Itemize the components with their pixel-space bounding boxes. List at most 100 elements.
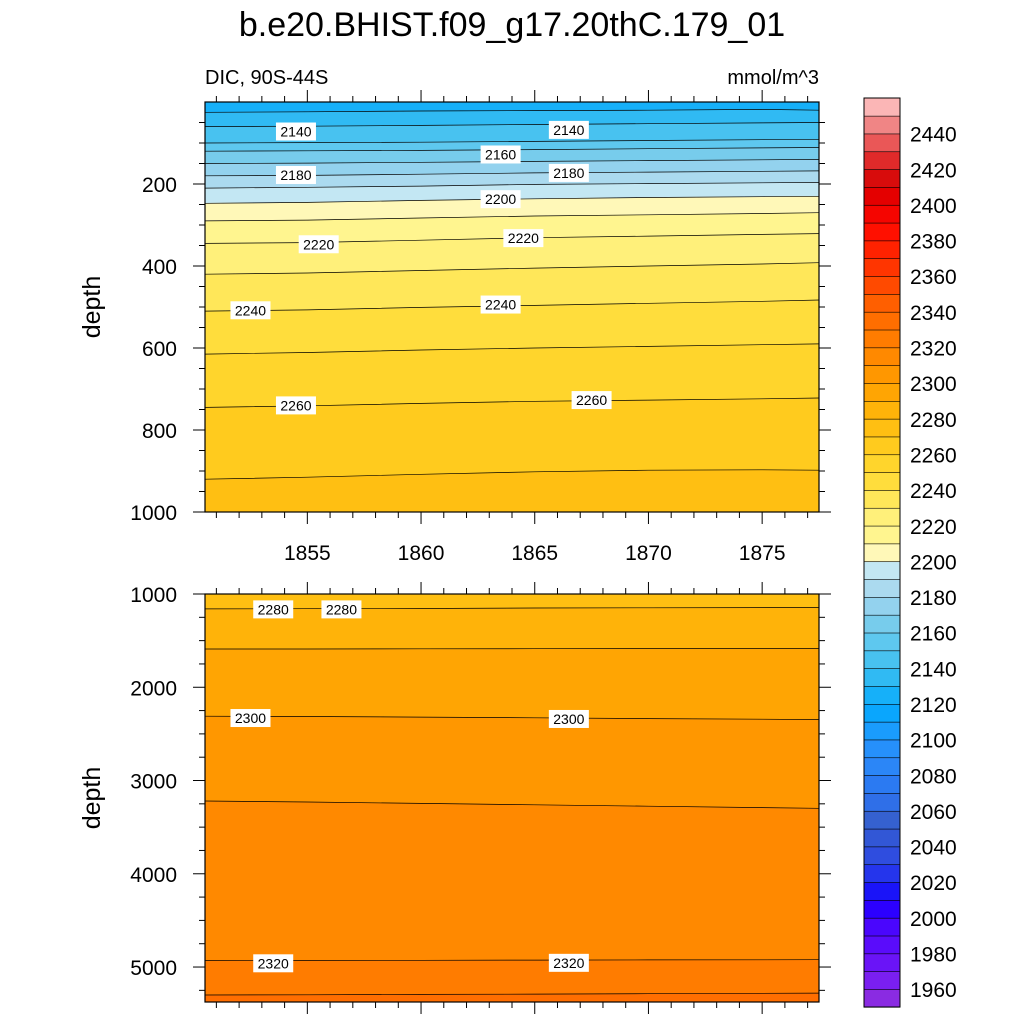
contour-label: 2180 <box>548 163 589 182</box>
colorbar-swatch <box>863 810 901 830</box>
contour-band <box>205 959 819 996</box>
colorbar-tick-label: 2360 <box>910 266 957 289</box>
contour-label: 2220 <box>503 229 544 248</box>
colorbar-swatch <box>863 418 901 438</box>
y-axis-label: depth <box>78 276 106 339</box>
colorbar-tick-label: 2120 <box>910 694 957 717</box>
colorbar-swatch <box>863 489 901 509</box>
svg-text:2160: 2160 <box>485 146 516 162</box>
upper-panel: 2140 2140 2160 2180 2180 2200 2220 2220 2240 2240… <box>78 90 831 565</box>
colorbar-tick-label: 1960 <box>910 979 957 1002</box>
colorbar-swatch <box>863 614 901 634</box>
colorbar-swatch <box>863 864 901 883</box>
contour-label: 2160 <box>480 145 521 164</box>
colorbar-tick-label: 2100 <box>910 730 957 753</box>
colorbar-tick-label: 2260 <box>910 444 957 467</box>
colorbar-swatch <box>863 400 901 420</box>
colorbar-tick-label: 2400 <box>910 195 957 218</box>
colorbar-swatch <box>863 204 901 224</box>
colorbar-swatch <box>863 311 901 331</box>
colorbar-swatch <box>863 454 901 473</box>
svg-text:2260: 2260 <box>576 392 607 408</box>
chart-title: b.e20.BHIST.f09_g17.20thC.179_01 <box>239 6 785 44</box>
colorbar-tick-label: 1980 <box>910 944 957 967</box>
colorbar-swatch <box>863 471 901 491</box>
colorbar-tick-label: 2300 <box>910 373 957 396</box>
y-tick-label: 800 <box>142 420 177 443</box>
colorbar-swatch <box>863 721 901 741</box>
colorbar-tick-label: 2140 <box>910 658 957 681</box>
colorbar-swatch <box>863 133 901 153</box>
contour-line <box>205 959 819 961</box>
colorbar-tick-label: 2220 <box>910 516 957 539</box>
colorbar-swatch <box>863 329 901 349</box>
colorbar-swatch <box>863 222 901 242</box>
colorbar-swatch <box>863 935 901 955</box>
colorbar-swatch <box>863 97 901 117</box>
contour-band <box>205 800 819 961</box>
colorbar-swatch <box>863 739 901 759</box>
contour-label: 2140 <box>548 120 589 139</box>
colorbar-swatch <box>863 347 901 366</box>
contour-band <box>205 715 819 809</box>
x-tick-label: 1870 <box>625 542 672 565</box>
colorbar-swatch <box>863 436 901 456</box>
colorbar-tick-label: 2280 <box>910 409 957 432</box>
contour-label: 2280 <box>321 600 362 619</box>
contour-line <box>205 109 819 113</box>
colorbar-swatch <box>863 115 901 135</box>
svg-text:2240: 2240 <box>485 297 516 313</box>
colorbar-tick-label: 2320 <box>910 338 957 361</box>
y-tick-label: 4000 <box>130 864 177 887</box>
colorbar-tick-label: 2040 <box>910 837 957 860</box>
contour-label: 2220 <box>298 235 339 254</box>
colorbar-tick-label: 2240 <box>910 480 957 503</box>
contour-line <box>205 800 819 809</box>
colorbar-tick-label: 2340 <box>910 302 957 325</box>
svg-text:2280: 2280 <box>326 601 357 617</box>
colorbar-swatch <box>863 899 901 919</box>
contour-label: 2320 <box>253 954 294 973</box>
contour-line <box>205 159 819 164</box>
svg-text:2320: 2320 <box>553 955 584 971</box>
colorbar-swatch <box>863 632 901 652</box>
colorbar-tick-label: 2200 <box>910 551 957 574</box>
contour-label: 2260 <box>571 391 612 410</box>
contour-line <box>205 182 819 189</box>
svg-text:2140: 2140 <box>280 124 311 140</box>
colorbar-swatch <box>863 382 901 402</box>
colorbar-tick-label: 2420 <box>910 159 957 182</box>
contour-line <box>205 138 819 144</box>
svg-text:2220: 2220 <box>508 230 539 246</box>
colorbar-swatch <box>863 703 901 723</box>
y-axis-label: depth <box>78 767 106 830</box>
colorbar-swatch <box>863 846 901 866</box>
x-tick-label: 1865 <box>511 542 558 565</box>
colorbar-swatch <box>863 258 901 277</box>
contour-label: 2140 <box>275 122 316 141</box>
colorbar-tick-label: 2380 <box>910 231 957 254</box>
contour-label: 2300 <box>548 709 589 728</box>
contour-line <box>205 147 819 152</box>
svg-text:2300: 2300 <box>235 710 266 726</box>
colorbar-swatch <box>863 275 901 295</box>
contour-label: 2260 <box>275 396 316 415</box>
colorbar-swatch <box>863 917 901 937</box>
colorbar-swatch <box>863 168 901 188</box>
contour-line <box>205 607 819 610</box>
contour-label: 2300 <box>230 709 271 728</box>
y-tick-label: 2000 <box>130 677 177 700</box>
contour-line <box>205 992 819 996</box>
svg-text:2180: 2180 <box>280 167 311 183</box>
colorbar-swatch <box>863 240 901 260</box>
contour-label: 2180 <box>275 165 316 184</box>
colorbar-swatch <box>863 988 901 1008</box>
contour-label: 2240 <box>230 301 271 320</box>
colorbar-swatch <box>863 365 901 384</box>
x-tick-label: 1855 <box>284 542 331 565</box>
colorbar-swatch <box>863 578 901 598</box>
x-tick-label: 1860 <box>398 542 445 565</box>
svg-text:2300: 2300 <box>553 711 584 727</box>
colorbar-tick-label: 2160 <box>910 623 957 646</box>
